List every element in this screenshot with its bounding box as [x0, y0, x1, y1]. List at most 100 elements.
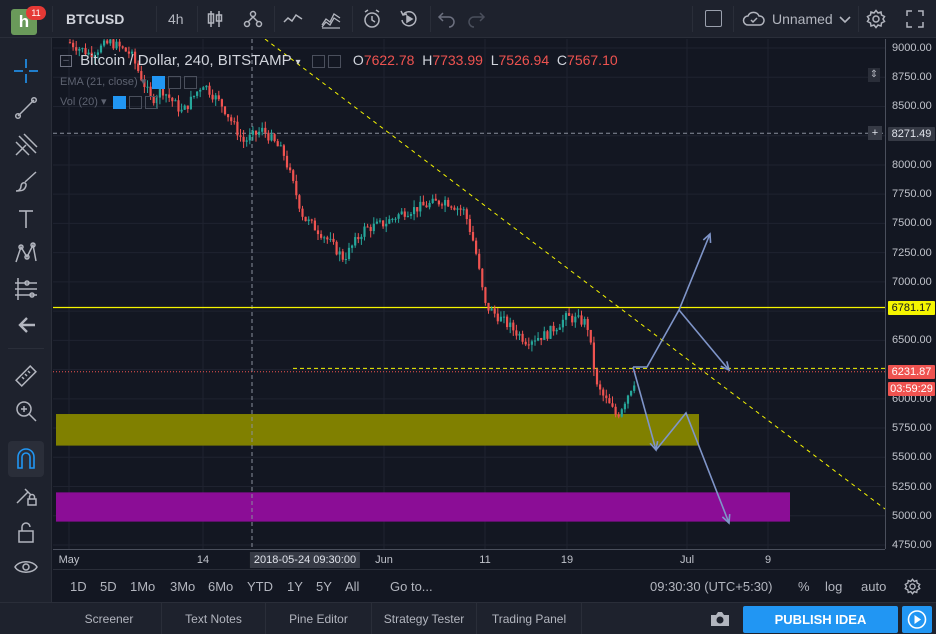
text-icon[interactable]: [13, 206, 39, 232]
candle-body: [378, 220, 382, 222]
back-arrow-icon[interactable]: [13, 312, 39, 338]
tab-screener[interactable]: Screener: [57, 603, 162, 634]
chart-area[interactable]: [53, 39, 885, 549]
symbol-title[interactable]: Bitcoin / Dollar, 240, BITSTAMP: [80, 52, 292, 69]
time-tick-label: Jun: [375, 554, 393, 566]
lock-icon[interactable]: [13, 519, 39, 545]
tab-text-notes[interactable]: Text Notes: [162, 603, 266, 634]
prediction-icon[interactable]: [13, 276, 39, 302]
projection-arrow-up: [633, 233, 711, 368]
scale-handle-icon[interactable]: ⇕: [868, 68, 880, 82]
range-button-ytd[interactable]: YTD: [247, 579, 273, 594]
magnet-icon[interactable]: [13, 446, 39, 472]
interval-selector[interactable]: 4h: [168, 11, 184, 27]
candle-body: [217, 95, 220, 100]
tab-trading-panel[interactable]: Trading Panel: [477, 603, 582, 634]
settings-small-icon[interactable]: [327, 54, 341, 68]
candle-body: [186, 105, 189, 110]
settings-icon[interactable]: [866, 9, 886, 29]
layout-icon[interactable]: [705, 10, 722, 27]
brush-icon[interactable]: [13, 169, 39, 195]
candle-body: [465, 209, 468, 220]
add-alert-plus-icon[interactable]: +: [868, 126, 882, 140]
trend-line: [264, 39, 885, 510]
log-toggle[interactable]: log: [825, 579, 843, 594]
fullscreen-icon[interactable]: [905, 9, 925, 29]
candle-body: [518, 333, 521, 336]
candles-icon[interactable]: [205, 9, 225, 29]
range-button-1mo[interactable]: 1Mo: [130, 579, 156, 594]
candle-body: [623, 403, 626, 410]
replay-icon[interactable]: [399, 9, 419, 29]
vol-indicator-legend[interactable]: Vol (20) ▾: [60, 95, 158, 109]
alert-icon[interactable]: [362, 9, 382, 29]
pattern-icon[interactable]: [13, 241, 39, 267]
eye-toggle-icon[interactable]: [311, 54, 325, 68]
price-tick-label: 5500.00: [892, 451, 932, 464]
undo-icon[interactable]: [437, 9, 457, 29]
candle-body: [239, 135, 242, 137]
candle-body: [335, 241, 338, 255]
crosshair-icon[interactable]: [13, 58, 39, 84]
range-button-5y[interactable]: 5Y: [316, 579, 332, 594]
chart-settings-icon[interactable]: [904, 578, 921, 595]
candle-body: [180, 109, 183, 112]
timezone-clock[interactable]: 09:30:30 (UTC+5:30): [650, 579, 773, 594]
range-button-6mo[interactable]: 6Mo: [208, 579, 234, 594]
candle-body: [161, 88, 165, 96]
goto-date-button[interactable]: Go to...: [390, 579, 433, 594]
eye-toggle-icon[interactable]: [152, 75, 166, 89]
cloud-icon[interactable]: [742, 9, 766, 29]
auto-toggle[interactable]: auto: [861, 579, 887, 594]
time-axis[interactable]: May 14 Jun 11 19 Jul 9 2018-05-24 09:30:00: [53, 549, 885, 569]
legend-collapse-icon[interactable]: –: [60, 55, 72, 68]
symbol-search[interactable]: BTCUSD: [66, 11, 125, 27]
compare-icon[interactable]: [243, 9, 263, 29]
candle-body: [233, 121, 236, 123]
divider: [156, 6, 157, 32]
trend-line-icon[interactable]: [13, 95, 39, 121]
publish-idea-button[interactable]: PUBLISH IDEA: [743, 606, 898, 633]
candle-body: [124, 47, 127, 52]
range-button-1d[interactable]: 1D: [70, 579, 87, 594]
camera-icon[interactable]: [709, 610, 731, 628]
settings-small-icon[interactable]: [168, 75, 182, 89]
tab-strategy-tester[interactable]: Strategy Tester: [372, 603, 477, 634]
templates-icon[interactable]: [321, 9, 341, 29]
eye-icon[interactable]: [13, 554, 39, 580]
time-tick-label: May: [58, 554, 80, 566]
candle-body: [524, 341, 527, 345]
candle-body: [571, 315, 574, 323]
price-tick-label: 5250.00: [892, 480, 932, 493]
settings-small-icon[interactable]: [128, 95, 142, 109]
candle-body: [608, 398, 611, 404]
range-button-all[interactable]: All: [345, 579, 360, 594]
chevron-down-icon[interactable]: ▾: [295, 57, 301, 68]
eye-toggle-icon[interactable]: [112, 95, 126, 109]
candle-body: [561, 319, 564, 328]
redo-icon[interactable]: [466, 9, 486, 29]
range-button-5d[interactable]: 5D: [100, 579, 117, 594]
ema-indicator-legend[interactable]: EMA (21, close) ▾: [60, 75, 198, 89]
candle-body: [385, 223, 388, 227]
indicators-icon[interactable]: [283, 9, 303, 29]
edit-lock-icon[interactable]: [13, 482, 39, 508]
close-icon[interactable]: [184, 75, 198, 89]
candle-body: [552, 325, 555, 332]
candle-body: [81, 48, 84, 50]
chevron-down-icon[interactable]: [838, 9, 852, 29]
resistance-price-label: 6781.17: [888, 301, 935, 315]
tab-pine-editor[interactable]: Pine Editor: [266, 603, 372, 634]
candle-body: [273, 134, 276, 142]
percent-toggle[interactable]: %: [798, 579, 810, 594]
ruler-icon[interactable]: [13, 363, 39, 389]
range-button-3mo[interactable]: 3Mo: [170, 579, 196, 594]
play-button[interactable]: [902, 606, 932, 633]
layout-name[interactable]: Unnamed: [772, 11, 833, 27]
pitchfork-icon[interactable]: [13, 132, 39, 158]
zoom-in-icon[interactable]: [13, 398, 39, 424]
price-chart[interactable]: [53, 39, 885, 549]
price-scale[interactable]: 9000.008750.008500.008250.008000.007750.…: [885, 39, 936, 549]
range-button-1y[interactable]: 1Y: [287, 579, 303, 594]
close-icon[interactable]: [144, 95, 158, 109]
